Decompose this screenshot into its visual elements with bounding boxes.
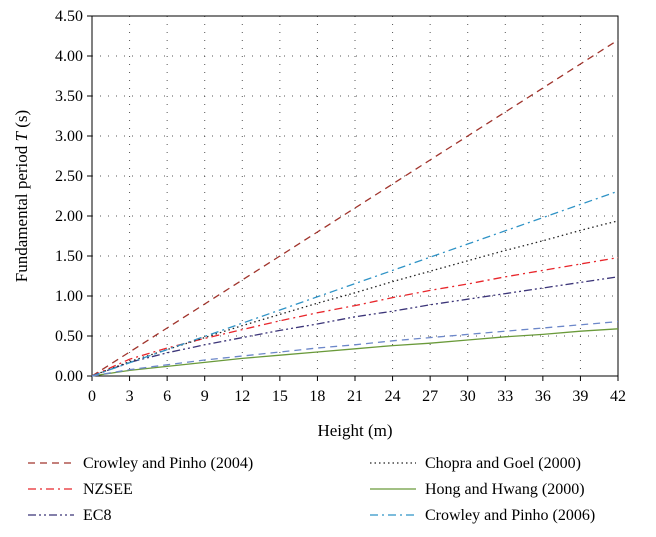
series-line-1 xyxy=(91,39,619,377)
y-tick-label: 4.00 xyxy=(55,48,83,65)
legend-entry: EC8 xyxy=(28,507,111,524)
x-tick-label: 39 xyxy=(572,388,588,405)
legend-entry: Chopra and Goel (2000) xyxy=(370,455,581,472)
y-axis-title-suffix: (s) xyxy=(12,110,31,132)
axes xyxy=(87,15,619,381)
y-tick-label: 2.00 xyxy=(55,208,83,225)
x-tick-label: 30 xyxy=(460,388,476,405)
y-axis-title-prefix: Fundamental period xyxy=(12,141,31,282)
x-tick-label: 9 xyxy=(201,388,209,405)
x-tick-label: 18 xyxy=(309,388,325,405)
x-tick-label: 24 xyxy=(385,388,401,405)
y-tick-label: 1.50 xyxy=(55,248,83,265)
legend-label: EC8 xyxy=(83,507,111,524)
x-tick-label: 6 xyxy=(163,388,171,405)
y-tick-label: 0.50 xyxy=(55,328,83,345)
legend-label: Chopra and Goel (2000) xyxy=(425,455,581,472)
y-tick-label: 2.50 xyxy=(55,168,83,185)
x-tick-label: 33 xyxy=(497,388,513,405)
y-tick-label: 0.00 xyxy=(55,368,83,385)
x-tick-label: 27 xyxy=(422,388,438,405)
y-tick-label: 3.00 xyxy=(55,128,83,145)
x-tick-label: 21 xyxy=(347,388,363,405)
plot-frame xyxy=(91,15,619,377)
series-line-6 xyxy=(91,190,619,377)
tick-labels: 0 3 6 9 12 15 18 21 24 27 30 33 36 39 420.000.501.001.… xyxy=(55,8,626,405)
x-tick-label: 42 xyxy=(610,388,626,405)
x-tick-label: 12 xyxy=(234,388,250,405)
y-axis-title-variable: T xyxy=(12,130,31,141)
legend-entry: NZSEE xyxy=(28,481,133,498)
y-axis-title: Fundamental period T (s) xyxy=(12,110,31,282)
y-tick-label: 1.00 xyxy=(55,288,83,305)
series-line-3 xyxy=(91,276,619,377)
x-tick-label: 3 xyxy=(126,388,134,405)
x-tick-label: 36 xyxy=(535,388,551,405)
legend-entry: Hong and Hwang (2000) xyxy=(370,481,585,498)
legend-label: Hong and Hwang (2000) xyxy=(425,481,585,498)
legend: Crowley and Pinho (2004) NZSEE EC8 Chopra a… xyxy=(28,455,595,524)
series-lines xyxy=(91,39,619,377)
series-line-7 xyxy=(91,320,619,377)
x-axis-title: Height (m) xyxy=(317,421,392,440)
legend-label: Crowley and Pinho (2004) xyxy=(83,455,253,472)
grid xyxy=(92,16,618,376)
legend-label: NZSEE xyxy=(83,481,133,498)
series-line-2 xyxy=(91,256,619,377)
series-line-5 xyxy=(91,328,619,377)
legend-entry: Crowley and Pinho (2006) xyxy=(370,507,595,524)
legend-label: Crowley and Pinho (2006) xyxy=(425,507,595,524)
x-tick-label: 15 xyxy=(272,388,288,405)
series-line-4 xyxy=(91,220,619,377)
legend-entry: Crowley and Pinho (2004) xyxy=(28,455,253,472)
y-tick-label: 4.50 xyxy=(55,8,83,25)
x-tick-label: 0 xyxy=(88,388,96,405)
y-tick-label: 3.50 xyxy=(55,88,83,105)
